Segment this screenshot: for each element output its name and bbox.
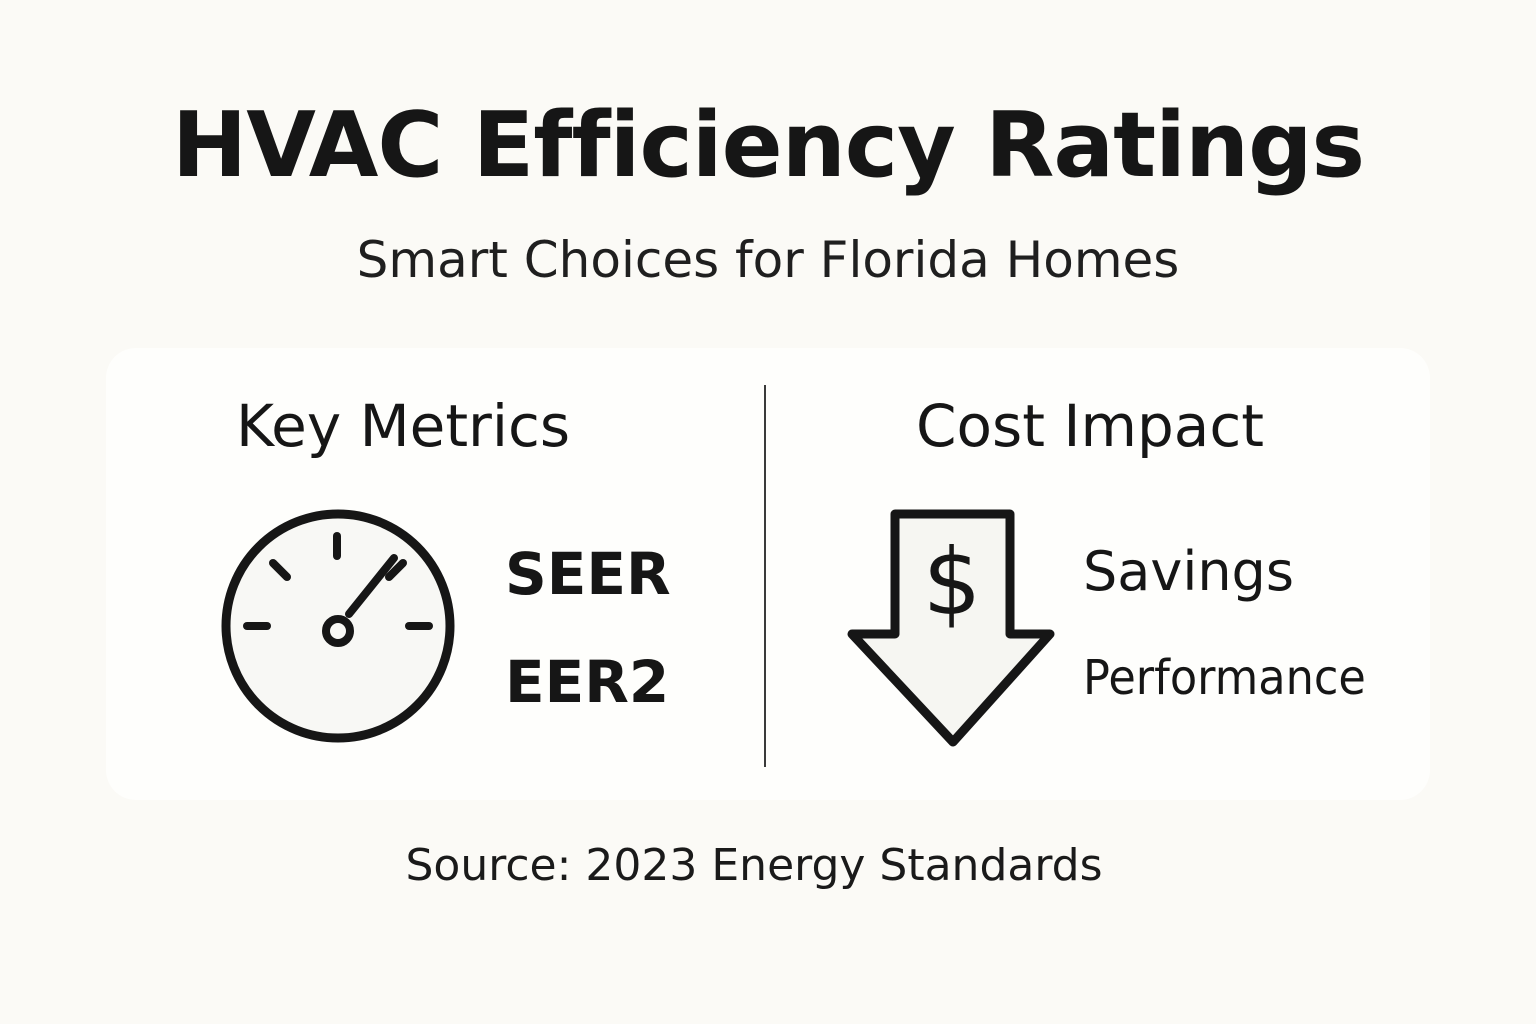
dollar-down-arrow-icon: $ <box>847 509 1055 747</box>
svg-text:$: $ <box>923 529 982 636</box>
cost-savings: Savings <box>1083 540 1294 603</box>
section-divider <box>764 385 766 767</box>
gauge-icon <box>221 509 455 743</box>
cost-impact-heading: Cost Impact <box>916 392 1264 460</box>
cost-performance: Performance <box>1083 650 1366 706</box>
metric-eer2: EER2 <box>505 648 670 716</box>
page-title: HVAC Efficiency Ratings <box>171 93 1365 198</box>
page-subtitle: Smart Choices for Florida Homes <box>356 231 1180 289</box>
key-metrics-heading: Key Metrics <box>236 392 571 460</box>
source-note: Source: 2023 Energy Standards <box>405 840 1103 891</box>
metric-seer: SEER <box>505 540 671 608</box>
